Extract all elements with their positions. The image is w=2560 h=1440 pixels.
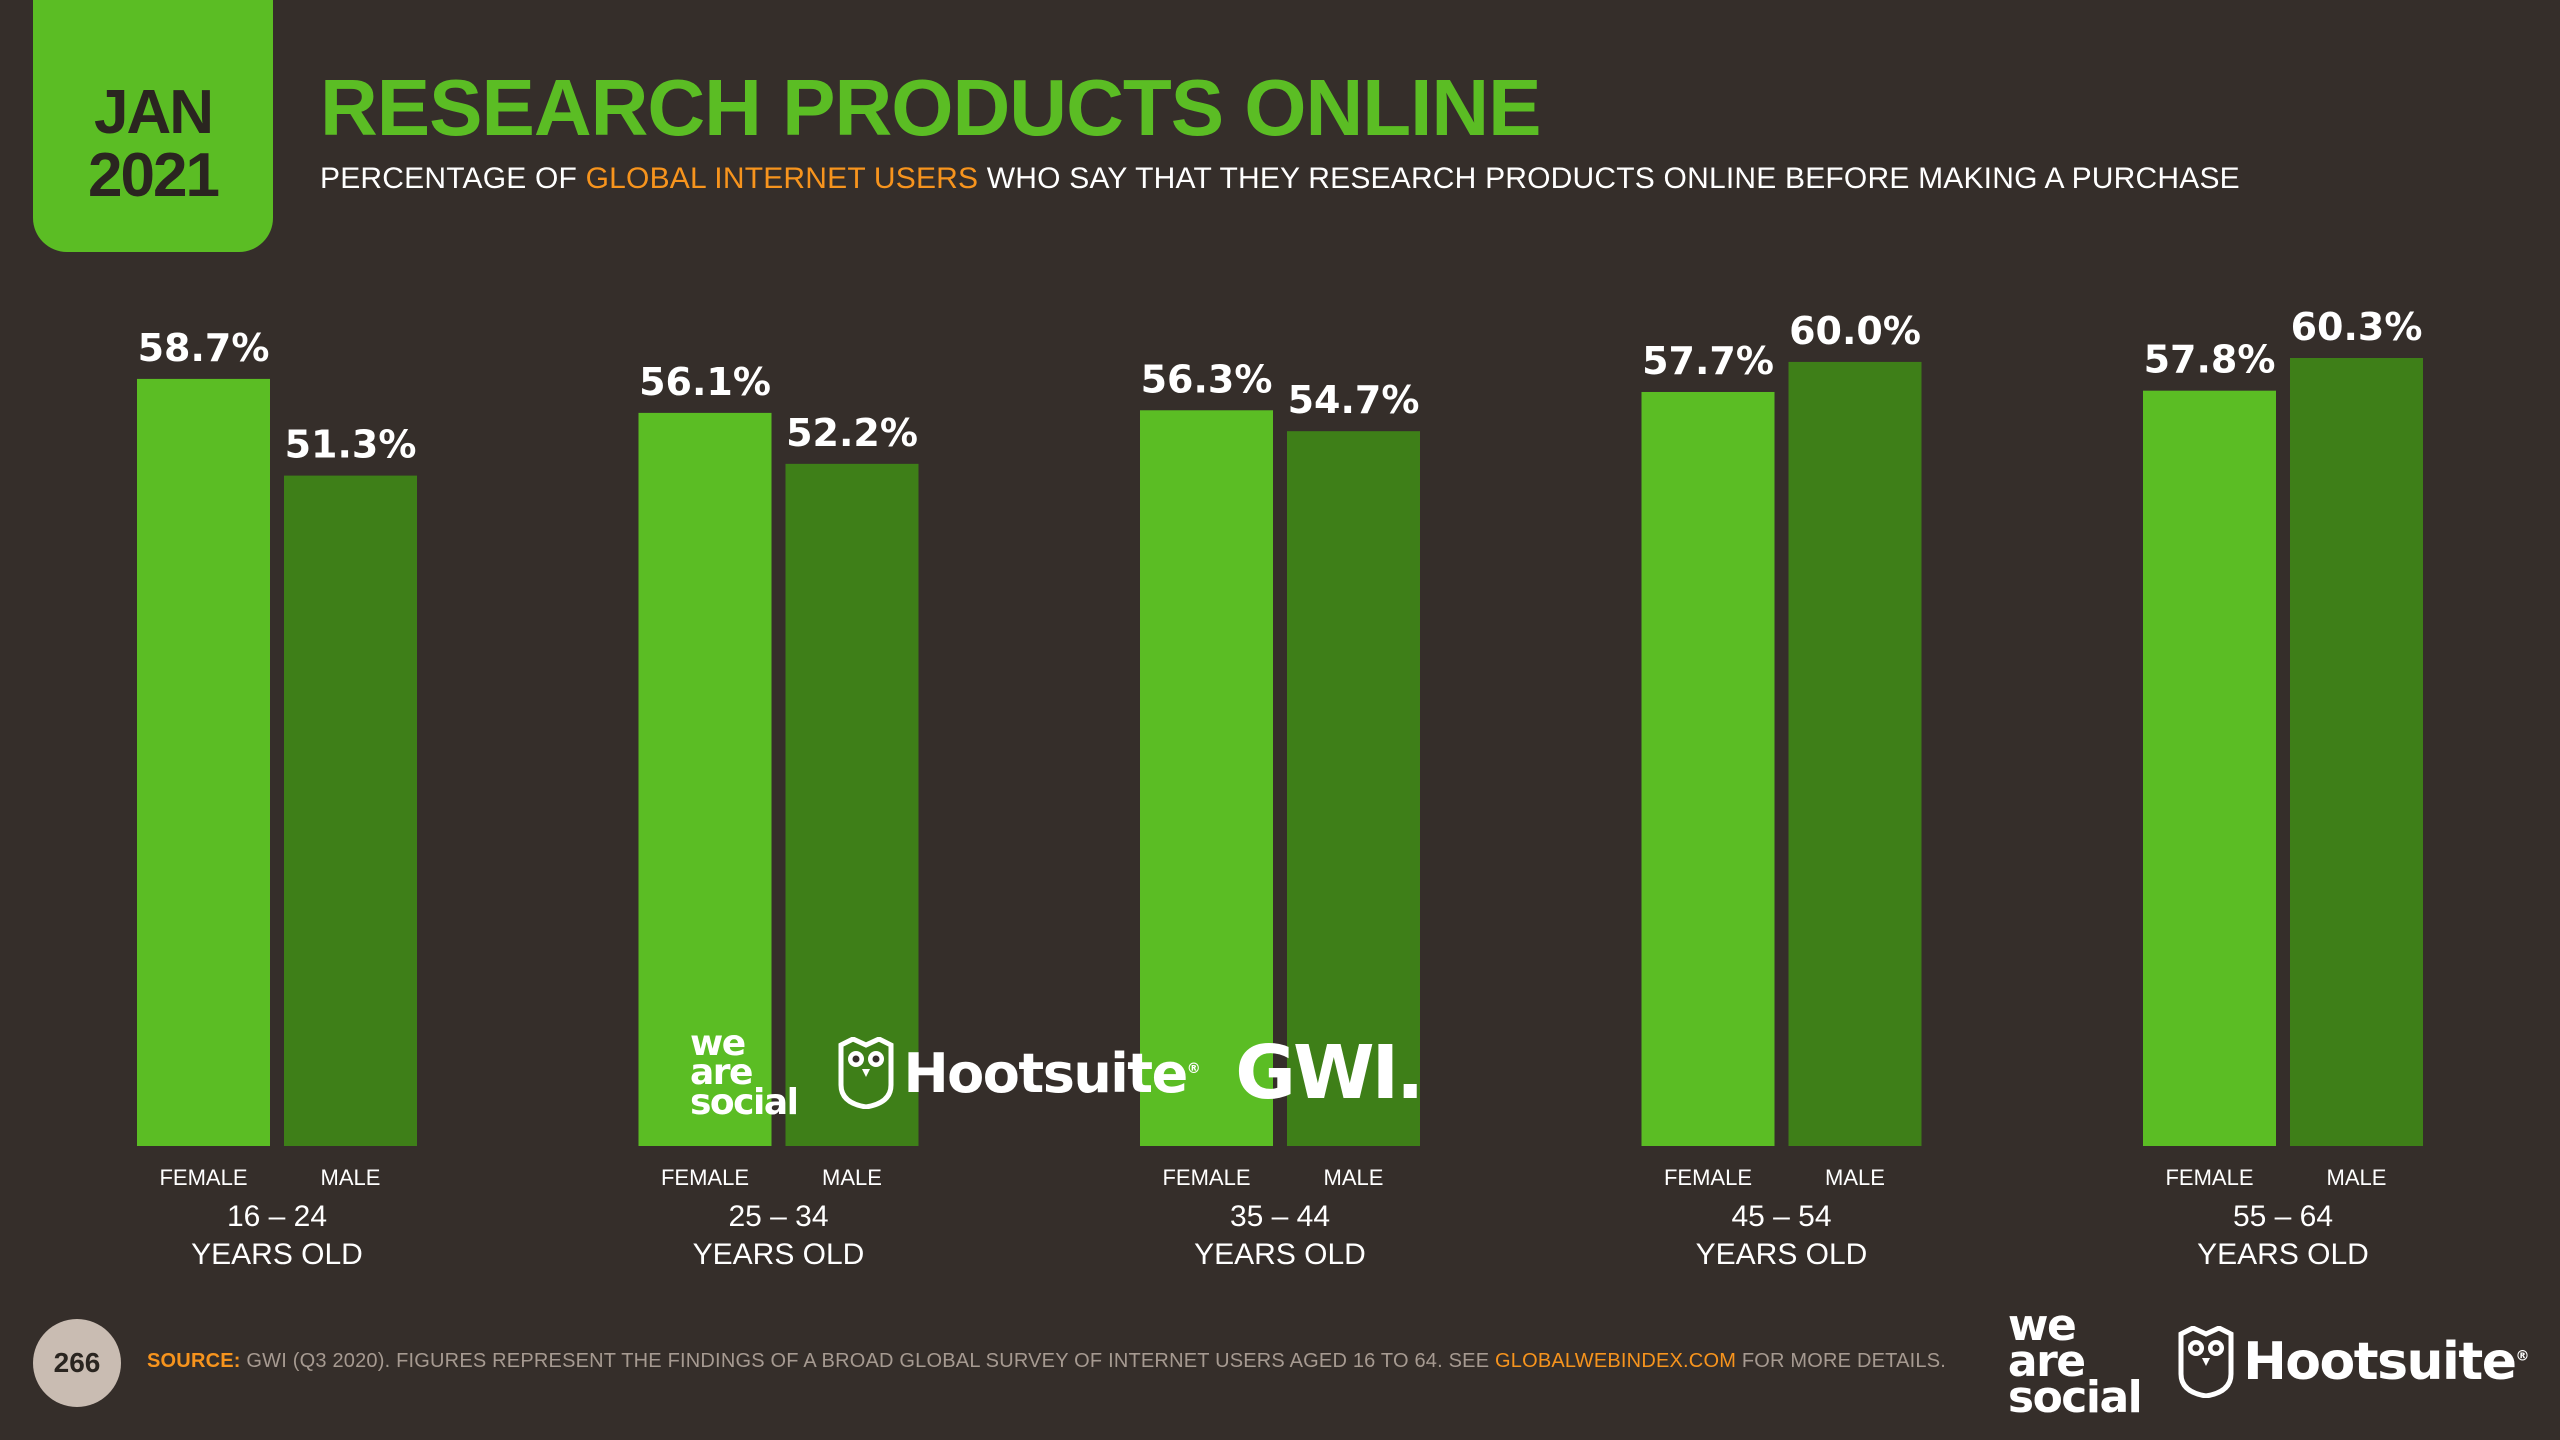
x-tick-sublabel-3: YEARS OLD	[1696, 1238, 1868, 1271]
we-are-social-logo: we are social	[690, 1022, 799, 1123]
bar-female-4	[2143, 390, 2276, 1146]
bar-male-0	[284, 475, 417, 1146]
footer-we-are-social-line-2: are	[2007, 1335, 2086, 1387]
subtitle-prefix: PERCENTAGE OF	[320, 162, 586, 195]
we-are-social-line-3: social	[690, 1081, 799, 1123]
bar-male-1	[785, 463, 919, 1147]
x-tick-label-2: 35 – 44	[1230, 1200, 1330, 1233]
we-are-social-line-1: we	[690, 1022, 746, 1064]
x-tick-sublabel-1: YEARS OLD	[693, 1238, 865, 1271]
page-title: RESEARCH PRODUCTS ONLINE	[320, 63, 1542, 152]
series-label-female-4: FEMALE	[2165, 1165, 2253, 1190]
bar-female-1	[638, 412, 772, 1146]
data-label-female-0: 58.7%	[138, 326, 270, 370]
footer-hootsuite-logo: Hootsuite®	[2177, 1326, 2530, 1398]
x-tick-label-1: 25 – 34	[728, 1200, 828, 1233]
hootsuite-wordmark: Hootsuite®	[903, 1041, 1201, 1105]
x-tick-label-3: 45 – 54	[1731, 1200, 1831, 1233]
hootsuite-name: Hootsuite	[903, 1041, 1188, 1105]
series-label-female-0: FEMALE	[159, 1165, 247, 1190]
bar-male-2	[1287, 431, 1420, 1146]
data-label-male-3: 60.0%	[1789, 309, 1921, 353]
page-subtitle: PERCENTAGE OF GLOBAL INTERNET USERS WHO …	[320, 162, 2240, 196]
footer-hootsuite-name: Hootsuite	[2243, 1332, 2517, 1392]
x-tick-label-0: 16 – 24	[227, 1200, 327, 1233]
owl-icon	[838, 1037, 894, 1109]
source-note: SOURCE: GWI (Q3 2020). FIGURES REPRESENT…	[147, 1350, 1946, 1373]
date-year: 2021	[88, 141, 220, 210]
footer-hootsuite-wordmark: Hootsuite®	[2243, 1332, 2530, 1392]
source-text: GWI (Q3 2020). FIGURES REPRESENT THE FIN…	[240, 1350, 1496, 1372]
bar-chart: 58.7% FEMALE 51.3% MALE 16 – 24 YEARS OLD 56.1…	[137, 305, 2423, 1271]
data-label-male-1: 52.2%	[786, 411, 918, 455]
data-label-male-4: 60.3%	[2291, 305, 2423, 349]
footer-hootsuite-registered-mark: ®	[2515, 1348, 2530, 1365]
series-label-male-4: MALE	[2327, 1165, 2387, 1190]
data-label-male-2: 54.7%	[1288, 378, 1420, 422]
series-label-male-3: MALE	[1825, 1165, 1885, 1190]
data-label-female-1: 56.1%	[639, 360, 771, 404]
x-tick-label-4: 55 – 64	[2233, 1200, 2333, 1233]
x-tick-sublabel-4: YEARS OLD	[2197, 1238, 2369, 1271]
date-badge: JAN 2021	[33, 0, 273, 252]
series-label-female-1: FEMALE	[661, 1165, 749, 1190]
data-label-female-3: 57.7%	[1642, 339, 1774, 383]
source-label: SOURCE:	[147, 1350, 241, 1372]
footer-we-are-social-line-1: we	[2007, 1299, 2077, 1351]
x-tick-sublabel-0: YEARS OLD	[191, 1238, 363, 1271]
footer-owl-icon	[2178, 1326, 2234, 1398]
bar-female-0	[137, 378, 270, 1146]
footer-logos: we are social Hootsuite®	[2008, 1303, 2530, 1419]
subtitle-suffix: WHO SAY THAT THEY RESEARCH PRODUCTS ONLI…	[978, 162, 2240, 195]
series-label-male-2: MALE	[1324, 1165, 1384, 1190]
hootsuite-registered-mark: ®	[1186, 1060, 1201, 1077]
data-label-female-2: 56.3%	[1141, 357, 1273, 401]
series-label-female-3: FEMALE	[1664, 1165, 1752, 1190]
data-label-male-0: 51.3%	[285, 423, 417, 467]
data-label-female-4: 57.8%	[2144, 338, 2276, 382]
x-tick-sublabel-2: YEARS OLD	[1194, 1238, 1366, 1271]
partner-logos: we are social Hootsuite® GWI.	[690, 1018, 1424, 1128]
subtitle-highlight: GLOBAL INTERNET USERS	[585, 162, 979, 195]
bar-male-3	[1788, 361, 1922, 1146]
series-label-female-2: FEMALE	[1162, 1165, 1250, 1190]
source-end: FOR MORE DETAILS.	[1736, 1350, 1946, 1372]
source-link[interactable]: GLOBALWEBINDEX.COM	[1495, 1350, 1737, 1372]
bar-male-4	[2290, 358, 2423, 1146]
series-label-male-0: MALE	[321, 1165, 381, 1190]
we-are-social-line-2: are	[690, 1052, 753, 1094]
hootsuite-logo: Hootsuite®	[837, 1037, 1201, 1109]
gwi-logo: GWI.	[1235, 1030, 1424, 1116]
series-label-male-1: MALE	[822, 1165, 882, 1190]
footer-we-are-social-logo: we are social	[2007, 1299, 2143, 1424]
bar-female-3	[1641, 391, 1775, 1146]
page-number: 266	[33, 1319, 121, 1407]
bar-female-2	[1140, 410, 1273, 1146]
date-month: JAN	[93, 77, 214, 147]
footer-we-are-social-line-3: social	[2007, 1372, 2143, 1424]
